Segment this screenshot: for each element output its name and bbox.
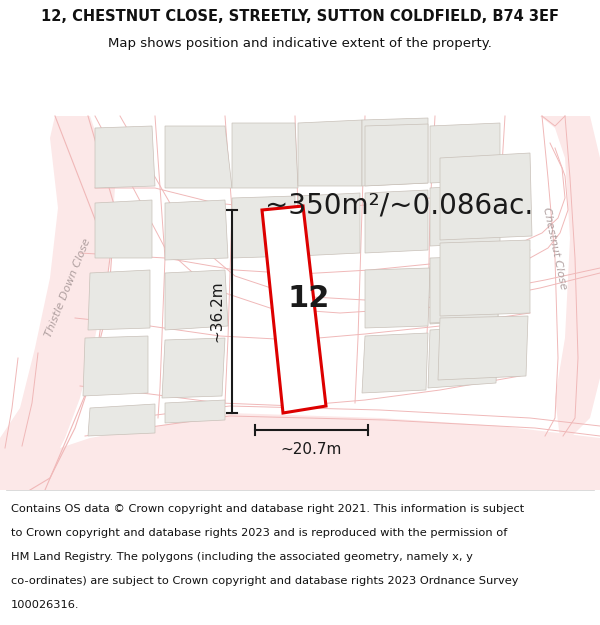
Polygon shape xyxy=(165,126,232,188)
Polygon shape xyxy=(365,190,428,253)
Polygon shape xyxy=(438,316,528,380)
Text: ~20.7m: ~20.7m xyxy=(281,442,342,457)
Polygon shape xyxy=(362,333,428,393)
Polygon shape xyxy=(83,336,148,396)
Polygon shape xyxy=(362,118,428,186)
Polygon shape xyxy=(430,123,500,183)
Polygon shape xyxy=(0,413,600,490)
Polygon shape xyxy=(430,256,498,323)
Polygon shape xyxy=(165,200,228,260)
Polygon shape xyxy=(0,116,115,490)
Text: ~36.2m: ~36.2m xyxy=(209,281,224,342)
Polygon shape xyxy=(430,263,498,324)
Text: Map shows position and indicative extent of the property.: Map shows position and indicative extent… xyxy=(108,37,492,50)
Text: Thistle Down Close: Thistle Down Close xyxy=(44,237,92,339)
Text: Contains OS data © Crown copyright and database right 2021. This information is : Contains OS data © Crown copyright and d… xyxy=(11,504,524,514)
Text: 12: 12 xyxy=(287,284,329,313)
Text: HM Land Registry. The polygons (including the associated geometry, namely x, y: HM Land Registry. The polygons (includin… xyxy=(11,551,473,561)
Polygon shape xyxy=(162,338,225,398)
Polygon shape xyxy=(88,404,155,436)
Text: Chestnut Close: Chestnut Close xyxy=(541,206,569,290)
Polygon shape xyxy=(540,116,600,438)
Polygon shape xyxy=(428,326,498,388)
Polygon shape xyxy=(262,206,326,413)
Text: 100026316.: 100026316. xyxy=(11,599,79,609)
Polygon shape xyxy=(165,400,225,423)
Polygon shape xyxy=(88,270,150,330)
Polygon shape xyxy=(298,193,360,256)
Polygon shape xyxy=(95,200,152,258)
Polygon shape xyxy=(232,123,298,188)
Polygon shape xyxy=(95,126,155,188)
Text: to Crown copyright and database rights 2023 and is reproduced with the permissio: to Crown copyright and database rights 2… xyxy=(11,528,507,538)
Text: ~350m²/~0.086ac.: ~350m²/~0.086ac. xyxy=(265,192,533,220)
Polygon shape xyxy=(440,240,530,316)
Text: co-ordinates) are subject to Crown copyright and database rights 2023 Ordnance S: co-ordinates) are subject to Crown copyr… xyxy=(11,576,518,586)
Polygon shape xyxy=(365,268,430,328)
Polygon shape xyxy=(232,196,295,258)
Polygon shape xyxy=(165,270,228,330)
Polygon shape xyxy=(365,124,428,186)
Polygon shape xyxy=(298,120,362,186)
Polygon shape xyxy=(440,153,532,240)
Text: 12, CHESTNUT CLOSE, STREETLY, SUTTON COLDFIELD, B74 3EF: 12, CHESTNUT CLOSE, STREETLY, SUTTON COL… xyxy=(41,9,559,24)
Polygon shape xyxy=(430,184,500,246)
